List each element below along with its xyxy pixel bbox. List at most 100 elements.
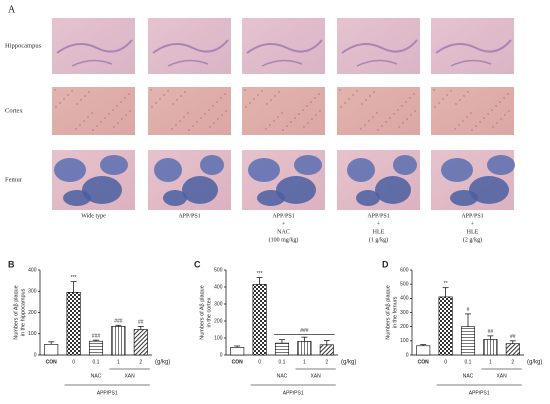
cell — [434, 106, 436, 108]
cell — [216, 101, 218, 103]
cell — [273, 120, 275, 122]
cell — [175, 124, 177, 126]
cell — [167, 90, 169, 92]
column-label: Wide type — [81, 213, 106, 219]
cell — [381, 125, 383, 127]
cell — [88, 91, 90, 93]
cell — [100, 121, 102, 123]
cell — [356, 90, 358, 92]
cell — [298, 113, 300, 115]
bar — [460, 326, 476, 356]
cell — [104, 117, 106, 119]
cell — [442, 98, 444, 100]
annotation: ## — [510, 334, 516, 340]
cell — [352, 94, 354, 96]
panel-label: C — [194, 259, 201, 269]
cell — [163, 94, 165, 96]
bar — [230, 347, 245, 356]
y-tick-label: 200 — [214, 318, 223, 324]
y-tick-label: 0 — [406, 352, 409, 358]
cell — [373, 91, 375, 93]
cell — [389, 117, 391, 119]
cell — [377, 129, 379, 131]
bar — [319, 344, 334, 356]
cell — [414, 110, 416, 112]
cell — [282, 129, 284, 131]
y-axis-label: Numbers of Aβ plaque — [199, 285, 205, 340]
bar — [505, 343, 520, 356]
column-label: APP/PS1 — [178, 213, 200, 219]
bone-tissue — [163, 190, 187, 206]
cell — [121, 118, 123, 120]
cell — [54, 89, 56, 91]
cell — [265, 128, 267, 130]
x-tick-label: 2 — [325, 359, 328, 365]
histology-image — [431, 87, 514, 135]
cell — [499, 101, 501, 103]
cell — [310, 101, 312, 103]
bone-tissue — [276, 176, 316, 204]
bone-tissue — [182, 176, 218, 204]
bar — [66, 292, 81, 356]
cell — [462, 120, 464, 122]
cell — [364, 124, 366, 126]
cell — [179, 120, 181, 122]
cell — [225, 110, 227, 112]
y-tick-label: 100 — [400, 338, 409, 344]
y-tick-label: 0 — [34, 352, 37, 358]
bone-tissue — [487, 155, 515, 175]
cell — [217, 118, 219, 120]
y-axis-label: in the cortex — [206, 297, 212, 327]
bone-tissue — [200, 155, 224, 175]
row-label: Cortex — [5, 107, 23, 114]
cell — [496, 122, 498, 124]
cell — [438, 102, 440, 104]
cell — [87, 116, 89, 118]
cell — [209, 126, 211, 128]
cell — [221, 114, 223, 116]
x-tick-label: 1 — [117, 359, 120, 365]
bone-tissue — [248, 158, 280, 182]
cell — [311, 118, 313, 120]
x-tick-label: 0 — [258, 359, 261, 365]
cell — [83, 120, 85, 122]
cell — [454, 128, 456, 130]
cell — [79, 124, 81, 126]
cell — [302, 109, 304, 111]
bar — [88, 340, 104, 356]
annotation: *** — [71, 275, 77, 281]
cell — [492, 126, 494, 128]
bar — [297, 341, 312, 356]
y-tick-label: 600 — [400, 267, 409, 273]
group-label: APP/PS1 — [469, 390, 490, 396]
row-label: Hippocampus — [5, 42, 42, 49]
x-tick-label: CON — [232, 359, 244, 365]
y-tick-label: 300 — [400, 310, 409, 316]
cell — [410, 114, 412, 116]
unit-label: (g/kg) — [341, 360, 356, 366]
bone-tissue — [441, 158, 473, 182]
histology-image — [337, 87, 420, 135]
y-axis-label: in the femurs — [392, 296, 398, 328]
unit-label: (g/kg) — [527, 360, 542, 366]
cell — [257, 94, 259, 96]
x-tick-label: CON — [418, 359, 430, 365]
group-label: XAN — [124, 373, 135, 379]
bar — [133, 329, 148, 356]
cell — [508, 110, 510, 112]
cell — [385, 121, 387, 123]
x-tick-label: 0.1 — [465, 359, 472, 365]
y-axis-label: in the hippocampus — [20, 288, 26, 336]
y-tick-label: 100 — [214, 335, 223, 341]
tissue-layer — [167, 59, 209, 67]
cell — [294, 117, 296, 119]
annotation: ### — [300, 328, 309, 334]
cell — [151, 106, 153, 108]
cell — [369, 95, 371, 97]
x-tick-label: 0.1 — [93, 359, 100, 365]
cell — [266, 103, 268, 105]
histology-image — [52, 87, 135, 135]
tissue-layer — [246, 39, 323, 54]
bone-tissue — [450, 190, 478, 206]
